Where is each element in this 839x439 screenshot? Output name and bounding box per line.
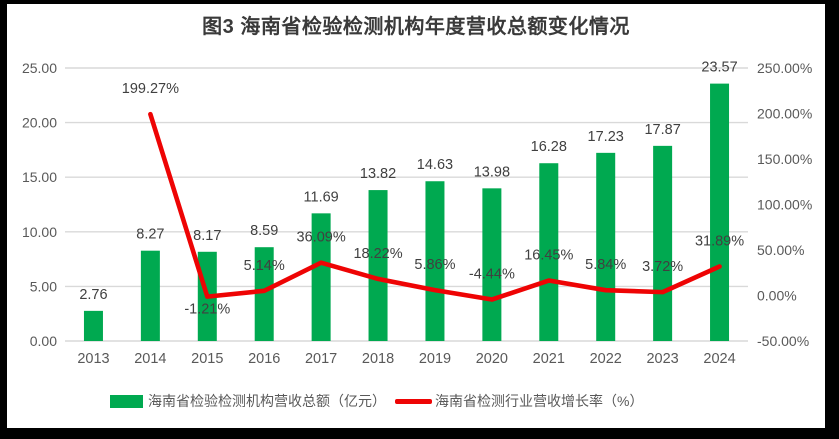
line-value-label-2016: 5.14% xyxy=(244,258,285,274)
y-axis-right-tick-150.00%: 150.00% xyxy=(757,151,812,167)
y-axis-right-tick-250.00%: 250.00% xyxy=(757,60,812,76)
growth-rate-line xyxy=(148,111,722,302)
line-value-label-2022: 5.84% xyxy=(585,257,626,273)
y-axis-right-tick-0.00%: 0.00% xyxy=(757,288,797,304)
y-axis-left-tick-15.00: 15.00 xyxy=(22,169,57,185)
line-value-label-2018: 18.22% xyxy=(353,246,402,262)
x-axis-label-2021: 2021 xyxy=(533,351,565,367)
x-axis-label-2018: 2018 xyxy=(362,351,394,367)
bar-value-label-2022: 17.23 xyxy=(588,129,624,145)
x-axis-label-2024: 2024 xyxy=(703,351,735,367)
bar-value-label-2024: 23.57 xyxy=(701,60,737,76)
x-axis-label-2023: 2023 xyxy=(646,351,678,367)
x-axis-label-2013: 2013 xyxy=(77,351,109,367)
legend: 海南省检验检测机构营收总额（亿元） 海南省检测行业营收增长率（%） xyxy=(110,390,643,412)
x-axis-label-2020: 2020 xyxy=(476,351,508,367)
bar-2022 xyxy=(596,152,616,341)
bar-2024 xyxy=(710,83,730,341)
bar-value-label-2020: 13.98 xyxy=(474,164,510,180)
line-value-label-2014: 199.27% xyxy=(122,81,179,97)
bar-value-label-2021: 16.28 xyxy=(531,139,567,155)
line-value-label-2017: 36.09% xyxy=(297,230,346,246)
x-axis-label-2022: 2022 xyxy=(590,351,622,367)
line-value-label-2015: -1.21% xyxy=(184,302,230,318)
chart-title: 图3 海南省检验检测机构年度营收总额变化情况 xyxy=(202,16,630,38)
y-axis-right-tick-200.00%: 200.00% xyxy=(757,106,812,122)
line-value-label-2024: 31.89% xyxy=(695,233,744,249)
bar-value-label-2016: 8.59 xyxy=(250,223,278,239)
bar-2020 xyxy=(482,188,502,341)
x-axis-label-2015: 2015 xyxy=(191,351,223,367)
legend-line-label: 海南省检测行业营收增长率（%） xyxy=(435,393,644,409)
line-value-label-2019: 5.86% xyxy=(414,257,455,273)
bar-2023 xyxy=(653,145,673,341)
line-series-swatch-icon xyxy=(395,398,432,404)
bar-value-label-2019: 14.63 xyxy=(417,157,453,173)
bar-2019 xyxy=(425,181,445,341)
bar-2016 xyxy=(254,247,274,341)
bar-value-label-2015: 8.17 xyxy=(193,228,221,244)
bar-value-label-2023: 17.87 xyxy=(644,122,680,138)
line-value-label-2020: -4.44% xyxy=(469,267,515,283)
bar-2014 xyxy=(140,250,160,341)
y-axis-right-tick-50.00%: 50.00% xyxy=(757,242,804,258)
y-axis-left-tick-10.00: 10.00 xyxy=(22,224,57,240)
bar-value-label-2013: 2.76 xyxy=(79,287,107,303)
y-axis-right-tick--50.00%: -50.00% xyxy=(757,333,809,349)
x-axis-label-2016: 2016 xyxy=(248,351,280,367)
x-axis-label-2014: 2014 xyxy=(134,351,166,367)
bar-2013 xyxy=(83,310,103,341)
bar-value-label-2014: 8.27 xyxy=(136,227,164,243)
y-axis-left-tick-0.00: 0.00 xyxy=(30,333,57,349)
bar-value-label-2017: 11.69 xyxy=(304,189,339,205)
legend-bar-label: 海南省检验检测机构营收总额（亿元） xyxy=(148,393,386,409)
chart-frame: 图3 海南省检验检测机构年度营收总额变化情况 0.00 5.00 10.00 15.0… xyxy=(7,4,825,428)
line-value-label-2021: 16.45% xyxy=(524,248,573,264)
line-value-label-2023: 3.72% xyxy=(642,259,683,275)
y-axis-left-tick-20.00: 20.00 xyxy=(22,115,57,131)
y-axis-left-tick-25.00: 25.00 xyxy=(22,60,57,76)
x-axis-label-2017: 2017 xyxy=(305,351,337,367)
y-axis-right-tick-100.00%: 100.00% xyxy=(757,197,812,213)
bar-2017 xyxy=(311,213,331,341)
bar-value-label-2018: 13.82 xyxy=(360,166,396,182)
bar-2021 xyxy=(539,163,559,341)
bar-series-swatch-icon xyxy=(110,394,143,408)
bar-2018 xyxy=(368,190,388,341)
y-axis-left-tick-5.00: 5.00 xyxy=(30,278,57,294)
x-axis-label-2019: 2019 xyxy=(419,351,451,367)
